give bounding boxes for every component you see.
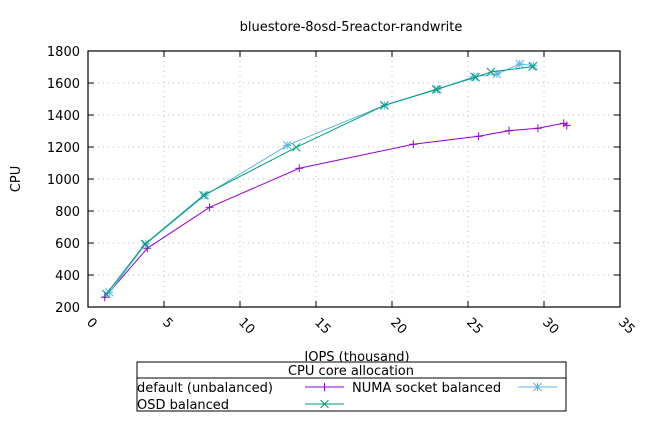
data-point	[320, 383, 329, 391]
y-tick-label: 1000	[47, 173, 80, 188]
y-tick-label: 1400	[47, 109, 80, 124]
y-tick-label: 1600	[47, 77, 80, 92]
data-point	[200, 190, 210, 200]
x-tick-label: 10	[235, 315, 257, 337]
legend-title: CPU core allocation	[288, 364, 414, 379]
data-point	[474, 132, 483, 141]
data-point	[291, 142, 301, 152]
data-point	[199, 190, 208, 200]
marker-stroke	[492, 69, 502, 79]
grid	[88, 51, 620, 307]
data-point	[471, 72, 480, 82]
marker-stroke	[199, 190, 208, 200]
data-point	[101, 289, 111, 299]
data-point	[431, 85, 441, 94]
data-point	[533, 382, 542, 392]
legend-label-numa: NUMA socket balanced	[352, 381, 501, 396]
x-tick-label: 30	[539, 315, 561, 337]
data-point	[205, 203, 214, 212]
legend-label-osd: OSD balanced	[137, 398, 229, 413]
y-tick-label: 1200	[47, 141, 80, 156]
y-tick-label: 400	[55, 269, 80, 284]
data-point	[528, 62, 537, 72]
marker-stroke	[471, 72, 480, 82]
marker-stroke	[533, 382, 542, 392]
y-tick-label: 600	[55, 237, 80, 252]
y-tick-label: 1800	[47, 45, 80, 60]
x-tick-label: 15	[311, 315, 333, 337]
data-point	[533, 124, 542, 133]
x-tick-label: 0	[83, 315, 99, 331]
data-point	[409, 140, 418, 149]
legend-label-default: default (unbalanced)	[137, 381, 273, 396]
marker-stroke	[380, 101, 389, 110]
series-line-0	[104, 122, 568, 298]
x-tick-label: 35	[615, 315, 637, 337]
marker-stroke	[486, 67, 496, 77]
legend-box	[136, 361, 567, 412]
series-group	[100, 59, 571, 302]
marker-stroke	[515, 59, 525, 69]
chart-title: bluestore-8osd-5reactor-randwrite	[240, 20, 463, 35]
marker-stroke	[291, 142, 301, 152]
data-point	[295, 164, 304, 173]
y-tick-label: 800	[55, 205, 80, 220]
marker-stroke	[140, 239, 150, 249]
marker-stroke	[282, 141, 292, 150]
x-tick-label: 5	[159, 315, 175, 331]
marker-stroke	[320, 399, 329, 409]
series-line-2	[105, 66, 533, 295]
data-point	[320, 399, 329, 409]
data-point	[562, 121, 571, 130]
data-point	[282, 141, 292, 150]
y-axis-label: CPU	[9, 166, 24, 192]
legend: CPU core allocation default (unbalanced)…	[136, 361, 567, 413]
marker-stroke	[469, 72, 479, 81]
x-tick-label: 20	[387, 315, 409, 337]
marker-stroke	[101, 289, 111, 299]
marker-stroke	[431, 85, 441, 94]
data-point	[515, 59, 525, 69]
x-axis-label: IOPS (thousand)	[304, 350, 409, 365]
data-point	[486, 67, 496, 77]
data-point	[100, 293, 109, 302]
ticks: 0 5 10 15 20 25 30 35 200 400 600 800 1000 1200 1400 16…	[47, 45, 638, 338]
marker-stroke	[528, 62, 537, 72]
y-tick-label: 200	[55, 301, 80, 316]
data-point	[140, 239, 150, 249]
data-point	[505, 126, 514, 135]
series-line-1	[108, 63, 534, 293]
data-point	[380, 101, 389, 110]
x-tick-label: 25	[463, 315, 485, 337]
